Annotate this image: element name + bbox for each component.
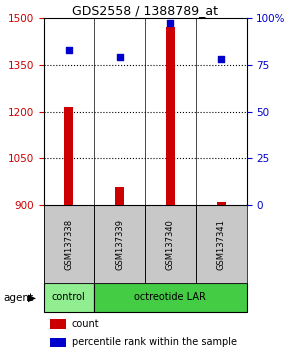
Text: octreotide LAR: octreotide LAR	[135, 292, 206, 302]
Text: ▶: ▶	[28, 293, 36, 303]
Bar	[94, 283, 246, 312]
Text: GSM137339: GSM137339	[115, 219, 124, 270]
Text: percentile rank within the sample: percentile rank within the sample	[72, 337, 237, 347]
Bar	[44, 283, 94, 312]
Point	[117, 54, 122, 60]
Bar	[50, 319, 66, 329]
Text: GSM137338: GSM137338	[64, 219, 73, 270]
Bar	[50, 338, 66, 347]
Point	[219, 56, 223, 62]
Text: control: control	[52, 292, 86, 302]
Text: agent: agent	[3, 293, 33, 303]
Bar	[115, 187, 124, 205]
Point	[168, 21, 173, 26]
Bar	[217, 202, 226, 205]
Bar	[196, 205, 246, 283]
Bar	[64, 107, 73, 205]
Bar	[166, 27, 175, 205]
Text: GSM137340: GSM137340	[166, 219, 175, 270]
Bar	[44, 205, 94, 283]
Text: GSM137341: GSM137341	[217, 219, 226, 270]
Point	[66, 47, 71, 52]
Title: GDS2558 / 1388789_at: GDS2558 / 1388789_at	[72, 4, 218, 17]
Text: count: count	[72, 319, 99, 329]
Bar	[145, 205, 196, 283]
Bar	[94, 205, 145, 283]
